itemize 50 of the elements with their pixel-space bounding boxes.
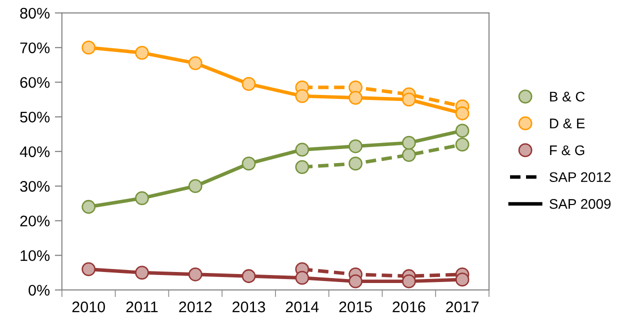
x-tick-label: 2013 <box>232 301 266 312</box>
x-tick-label: 2010 <box>72 301 105 312</box>
x-tick-label: 2016 <box>392 301 426 312</box>
point <box>402 92 416 106</box>
legend-label: D & E <box>550 118 585 128</box>
legend-label: B & C <box>550 92 585 102</box>
point <box>348 156 362 171</box>
point <box>348 274 362 288</box>
y-tick-label: 60% <box>20 77 50 88</box>
point <box>455 272 470 287</box>
point <box>402 136 416 150</box>
point <box>295 89 310 104</box>
point <box>242 156 256 171</box>
y-tick-label: 10% <box>20 250 50 262</box>
x-tick-label: 2015 <box>339 301 372 312</box>
point <box>242 269 256 284</box>
point <box>188 179 202 194</box>
point <box>402 274 416 288</box>
point <box>348 90 362 105</box>
y-tick-label: 0% <box>28 284 50 296</box>
y-tick-label: 30% <box>20 180 50 192</box>
point <box>295 270 310 285</box>
point <box>82 262 96 276</box>
point <box>135 46 149 60</box>
point <box>82 200 96 214</box>
point <box>455 106 470 120</box>
point <box>295 160 310 174</box>
point <box>455 124 470 138</box>
text: SAP 2009 <box>550 199 611 209</box>
text: SAP 2012 <box>550 172 611 182</box>
point <box>188 267 202 282</box>
point <box>242 77 256 91</box>
point <box>135 191 149 206</box>
y-tick-label: 40% <box>20 146 50 158</box>
point <box>348 139 362 154</box>
x-tick-label: 2011 <box>126 301 158 312</box>
x-tick-label: 2014 <box>286 301 319 312</box>
point <box>82 40 96 55</box>
point <box>295 142 310 157</box>
y-tick-label: 80% <box>20 8 50 19</box>
legend-label: F & G <box>550 145 584 156</box>
point <box>455 138 470 152</box>
point <box>402 148 416 162</box>
x-tick-label: 2017 <box>446 301 479 312</box>
y-tick-label: 70% <box>20 42 50 54</box>
point <box>135 266 149 280</box>
point <box>188 56 202 70</box>
x-tick-label: 2012 <box>179 301 212 312</box>
y-tick-label: 50% <box>20 112 50 123</box>
y-tick-label: 20% <box>20 216 50 226</box>
